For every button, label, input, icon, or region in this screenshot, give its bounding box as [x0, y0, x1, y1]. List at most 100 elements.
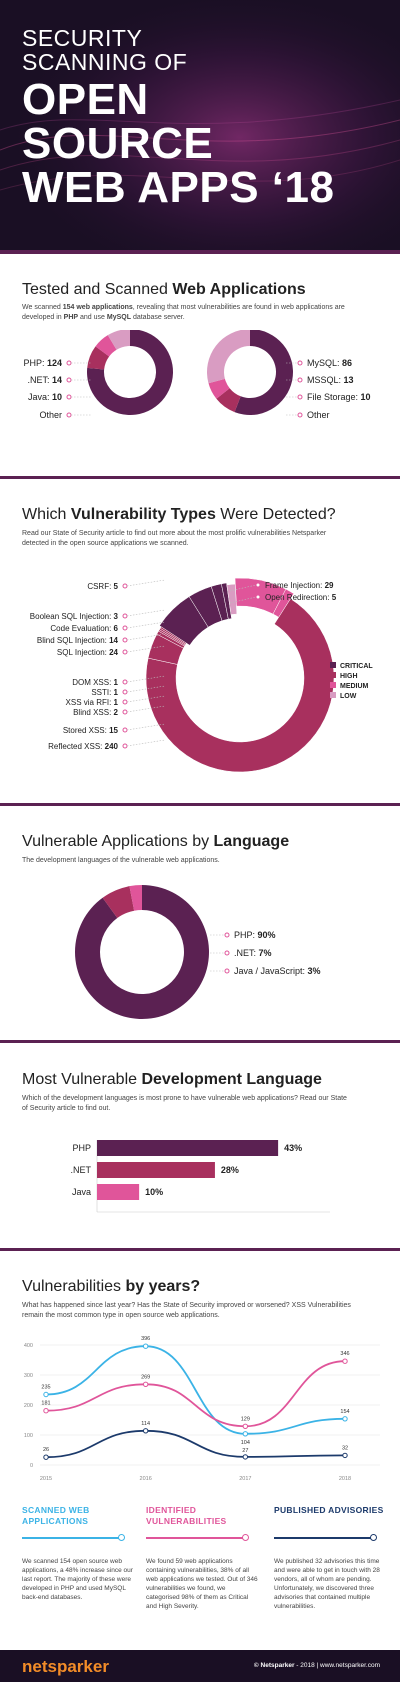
desc-emph: PHP: [63, 314, 79, 321]
series-data-label: 269: [141, 1374, 150, 1380]
vulnerability-slice: [226, 583, 238, 615]
vulnlang-label-part: Java / JavaScript:: [234, 966, 308, 976]
netsparker-logo[interactable]: netsparker: [22, 1657, 109, 1676]
bar-value-label: 10%: [145, 1187, 163, 1197]
summary-text: We found 59 web applications containing …: [146, 1558, 258, 1610]
legend-label: CRITICAL: [340, 663, 373, 670]
vulnerability-slice: [145, 598, 335, 773]
section-desc-tested: We scanned 154 web applications, reveali…: [22, 303, 352, 323]
database-label-marker: [297, 394, 303, 400]
section-title-byyears: Vulnerabilities by years?: [22, 1278, 200, 1296]
language-label-marker: [66, 360, 72, 366]
legend-label-part: MEDIUM: [340, 683, 369, 690]
vulnlang-label: Java / JavaScript: 3%: [234, 966, 321, 976]
vulnerability-label-marker: [122, 699, 128, 705]
copyright-text: - 2018 | www.netsparker.com: [294, 1662, 380, 1669]
series-data-label: 396: [141, 1336, 150, 1342]
y-tick-label: 300: [24, 1373, 33, 1379]
vulnerability-label-part: SSTI:: [91, 688, 113, 697]
y-tick-label: 400: [24, 1343, 33, 1349]
vulnerability-label: SQL Injection: 24: [57, 648, 119, 657]
section-desc-bylang: The development languages of the vulnera…: [22, 857, 220, 864]
bar-value-label: 43%: [284, 1143, 302, 1153]
vulnerability-label: CSRF: 5: [87, 582, 118, 591]
title-part: Were Detected?: [215, 506, 336, 523]
vulnerability-label-marker: [122, 689, 128, 695]
hero-line-5: WEB APPS ‘18: [22, 163, 335, 212]
language-donut-slice: [95, 335, 117, 357]
language-label-part: PHP:: [23, 358, 47, 368]
database-label-marker: [297, 377, 303, 383]
vulnerabilities-by-year-chart: 0 100 200 300 400 2015 2016 2017 2018 235 396 104 15…: [24, 1336, 380, 1482]
y-tick-label: 100: [24, 1433, 33, 1439]
vulnerability-label-part: 24: [109, 648, 118, 657]
desc-part: , revealing that most vulnerabilities ar…: [22, 304, 345, 321]
vulnerability-label: Open Redirection: 5: [265, 593, 337, 602]
vulnerability-label-part: SQL Injection:: [57, 648, 109, 657]
section-title-tested: Tested and Scanned Web Applications: [22, 281, 306, 299]
database-label-part: File Storage:: [307, 392, 361, 402]
vulnerability-leader-line: [126, 645, 166, 653]
y-tick-label-part: 0: [30, 1463, 33, 1469]
vulnerability-label-part: Stored XSS:: [63, 726, 109, 735]
vulnerability-label: Stored XSS: 15: [63, 726, 119, 735]
legend-swatch: [330, 682, 336, 688]
summary-title: IDENTIFIED VULNERABILITIES: [146, 1505, 227, 1526]
vulnerability-label-part: XSS via RFI:: [66, 698, 114, 707]
vulnerability-leader-line: [126, 633, 166, 641]
vulnlang-label: PHP: 90%: [234, 930, 276, 940]
series-point: [342, 1452, 348, 1459]
series-point: [342, 1358, 348, 1364]
language-label-part: Java:: [28, 392, 52, 402]
language-label-marker: [66, 377, 72, 383]
series-point: [142, 1381, 149, 1387]
vulnerability-leader-line: [126, 609, 166, 617]
series-data-label: 114: [141, 1421, 150, 1427]
legend-label: LOW: [340, 693, 357, 700]
section-divider: [0, 1248, 400, 1251]
series-data-label-part: 114: [141, 1421, 150, 1427]
series-point: [342, 1416, 348, 1422]
vulnerability-label: Frame Injection: 29: [265, 581, 334, 590]
y-tick-label-part: 300: [24, 1373, 33, 1379]
section-desc-mostvuln: Which of the development languages is mo…: [22, 1095, 347, 1112]
vulnerability-label-marker: [122, 743, 128, 749]
vulnerability-leader-line: [126, 695, 166, 703]
summary-line: [274, 1534, 377, 1541]
vulnerability-label-marker: [122, 709, 128, 715]
database-label-part: MySQL:: [307, 358, 342, 368]
language-donut: PHP: 90% .NET: 7% Java / JavaScript: 3%: [74, 885, 321, 1019]
vulnerability-label-part: Blind XSS:: [73, 708, 113, 717]
summary-scanned: SCANNED WEB APPLICATIONS We scanned 154 …: [22, 1505, 134, 1602]
hero-background: [0, 0, 400, 250]
vulnerability-label: DOM XSS: 1: [72, 678, 118, 687]
bar-category-label: PHP: [72, 1143, 91, 1153]
series-data-label-part: 346: [340, 1351, 349, 1357]
series-data-label: 181: [41, 1401, 50, 1407]
language-label-part: .NET:: [27, 375, 52, 385]
vulnerability-label-part: Reflected XSS:: [48, 742, 104, 751]
series-data-label: 129: [241, 1416, 250, 1422]
vulnerability-label-marker: [122, 649, 128, 655]
series-data-label: 346: [340, 1351, 349, 1357]
series-data-label: 104: [241, 1440, 250, 1446]
series-line: [45, 1360, 346, 1428]
bar-value-label-part: 10%: [145, 1187, 163, 1197]
series-point: [242, 1454, 249, 1460]
section-title-vulntypes: Which Vulnerability Types Were Detected?: [22, 506, 336, 524]
vulnerability-label-part: 1: [114, 678, 119, 687]
hero-line-2: SCANNING OF: [22, 49, 188, 75]
language-label: PHP: 124: [23, 358, 62, 368]
vulnerability-label-marker: [255, 594, 261, 600]
series-point: [43, 1391, 49, 1398]
database-donut-slice: [207, 330, 250, 384]
y-tick-label: 200: [24, 1403, 33, 1409]
vulnerability-label-part: 1: [114, 688, 119, 697]
language-label-part: 124: [47, 358, 62, 368]
vulnerability-label-part: 5: [114, 582, 119, 591]
title-emph: by years?: [125, 1278, 201, 1295]
vulnerability-leader-line: [126, 723, 166, 731]
series-data-label: 27: [242, 1448, 248, 1454]
database-label: Other: [307, 410, 330, 420]
